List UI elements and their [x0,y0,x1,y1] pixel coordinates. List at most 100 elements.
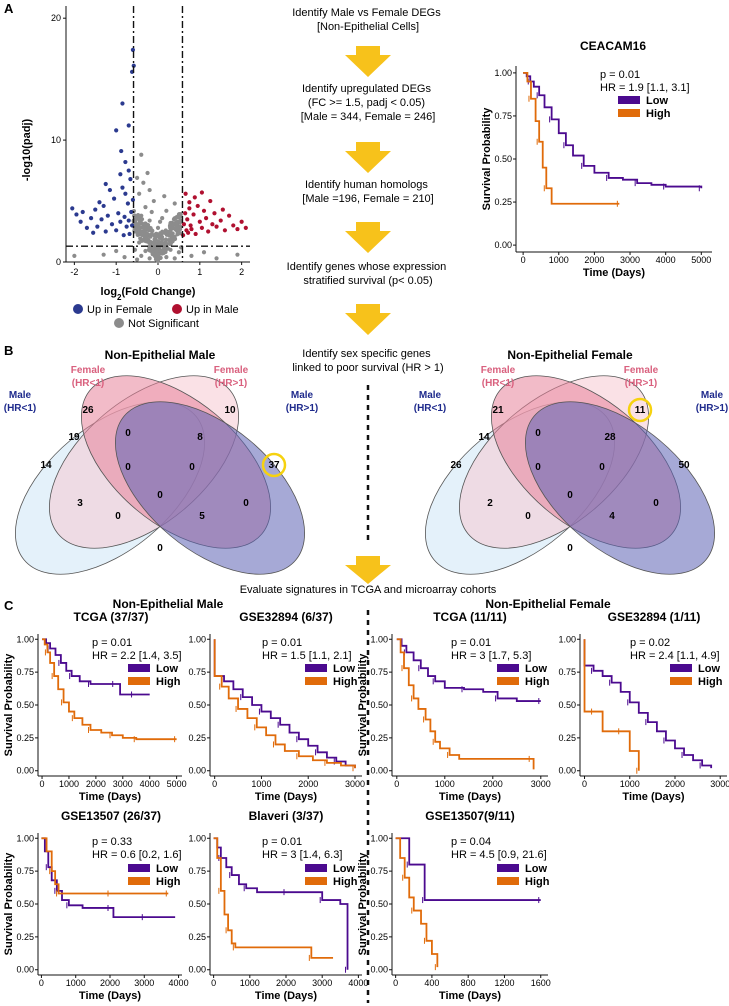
volcano-point-female [114,228,119,233]
volcano-xlabel-suffix: (Fold Change) [122,286,196,298]
volcano-point-nonsig [134,257,140,262]
km-legend-low: Low [333,663,355,675]
volcano-point-female [120,185,125,190]
volcano-point-nonsig [214,256,219,261]
volcano-point-nonsig [146,225,151,230]
venn-set-label-male-hr-gt1: Male (HR>1) [286,390,319,414]
km-legend-high: High [156,876,181,888]
km-title: Blaveri (3/37) [249,809,324,823]
km-ytick-label: 0.25 [16,733,34,743]
volcano-point-nonsig [189,253,194,259]
volcano-point-female [103,181,108,187]
km-ytick-label: 0.75 [16,866,34,876]
volcano-point-nonsig [147,187,152,193]
volcano-point-female [131,63,136,68]
volcano-point-female [130,197,136,202]
km-xtick-label: 0 [39,978,44,988]
volcano-point-nonsig [168,220,173,226]
volcano-point-nonsig [168,247,173,252]
volcano-point-female [126,218,131,223]
km-curve-high [523,71,620,205]
volcano-point-nonsig [177,231,182,236]
km-pvalue: p = 0.01 [262,836,302,848]
km-ytick-label: 0.25 [370,733,388,743]
km-legend-swatch-high [128,677,150,685]
km-pvalue: p = 0.33 [92,836,132,848]
legend-up-female: Up in Female [87,304,152,316]
volcano-point-male [214,224,219,229]
km-xtick-label: 0 [394,779,399,789]
km-xlabel: Time (Days) [79,791,141,803]
volcano-point-male [208,198,213,204]
km-legend-swatch-low [497,664,519,672]
km-legend-swatch-low [618,96,640,104]
km-legend-swatch-low [128,864,150,872]
km-legend-low: Low [333,863,355,875]
km-xtick-label: 2000 [584,255,604,265]
volcano-point-female [124,224,129,229]
km-ytick-label: 0.00 [188,766,206,776]
km-legend-swatch-high [618,109,640,117]
km-title: GSE13507(9/11) [425,809,514,823]
km-ytick-label: 0.75 [370,667,388,677]
venn-set-label-female-hr-lt1: Female (HR<1) [481,365,516,389]
km-ytick-label: 0.75 [494,111,512,121]
volcano-point-female [103,229,108,234]
km-curve-low [42,638,150,696]
km-ytick-label: 0.25 [188,733,206,743]
km-legend-high: High [646,108,671,120]
volcano-point-nonsig [137,229,143,234]
venn-count-mlt-flt-mgt: 4 [609,511,615,522]
venn-set-label-female-hr-gt1: Female (HR>1) [624,365,659,389]
volcano-point-female [123,191,128,196]
km-plot-km-gse32894-male: GSE32894 (6/37) 0.00 0.25 0.50 0.75 1.00 0 1000… [188,610,365,803]
km-ytick-label: 0.50 [16,899,34,909]
volcano-point-nonsig [201,250,207,255]
km-hr: HR = 1.5 [1.1, 2.1] [262,650,352,662]
km-ytick-label: 0.00 [370,766,388,776]
km-plot-km-blaveri-male: Blaveri (3/37) 0.00 0.25 0.50 0.75 1.00 0 1000 2… [188,809,368,1002]
km-xtick-label: 3000 [531,779,551,789]
volcano-point-nonsig [149,209,154,215]
volcano-point-nonsig [137,240,142,245]
km-curve-high [396,638,535,770]
volcano-xlabel-sub: 2 [117,293,122,302]
volcano-point-female [118,172,123,177]
volcano-point-male [199,225,205,230]
km-xlabel: Time (Days) [622,791,684,803]
venn-count-mlt-flt-mgt: 5 [199,511,205,522]
volcano-point-female [118,219,123,224]
volcano-point-male [181,222,187,227]
km-xtick-label: 1000 [59,779,79,789]
volcano-point-nonsig [141,180,146,185]
venn-count-fgt-mgt: 8 [197,432,203,443]
volcano-point-female [109,222,115,227]
km-xtick-label: 5000 [167,779,187,789]
km-title: TCGA (37/37) [74,610,149,624]
volcano-point-nonsig [176,212,182,217]
km-xtick-label: 5000 [691,255,711,265]
volcano-point-nonsig [114,248,119,254]
volcano-point-nonsig [150,246,155,251]
volcano-point-female [93,207,98,212]
volcano-point-male [197,219,202,224]
volcano-point-female [84,225,90,230]
km-curve-low [213,639,356,769]
volcano-point-male [201,208,207,213]
km-ytick-label: 1.00 [188,833,206,843]
volcano-point-male [187,206,192,211]
volcano-point-nonsig [164,255,169,260]
km-xtick-label: 400 [424,978,439,988]
km-pvalue: p = 0.02 [630,637,670,649]
volcano-point-female [128,177,133,182]
volcano-point-female [126,168,131,173]
volcano-point-male [185,217,190,222]
venn-count-flt-fgt-mgt: 0 [599,462,605,473]
km-plot-km-tcga-female: TCGA (11/11) 0.00 0.25 0.50 0.75 1.00 0 1000 200… [357,610,551,803]
volcano-ytick-label: 10 [51,135,61,145]
km-pvalue: p = 0.01 [451,637,491,649]
km-xtick-label: 2000 [298,779,318,789]
km-ylabel: Survival Probability [481,107,493,211]
